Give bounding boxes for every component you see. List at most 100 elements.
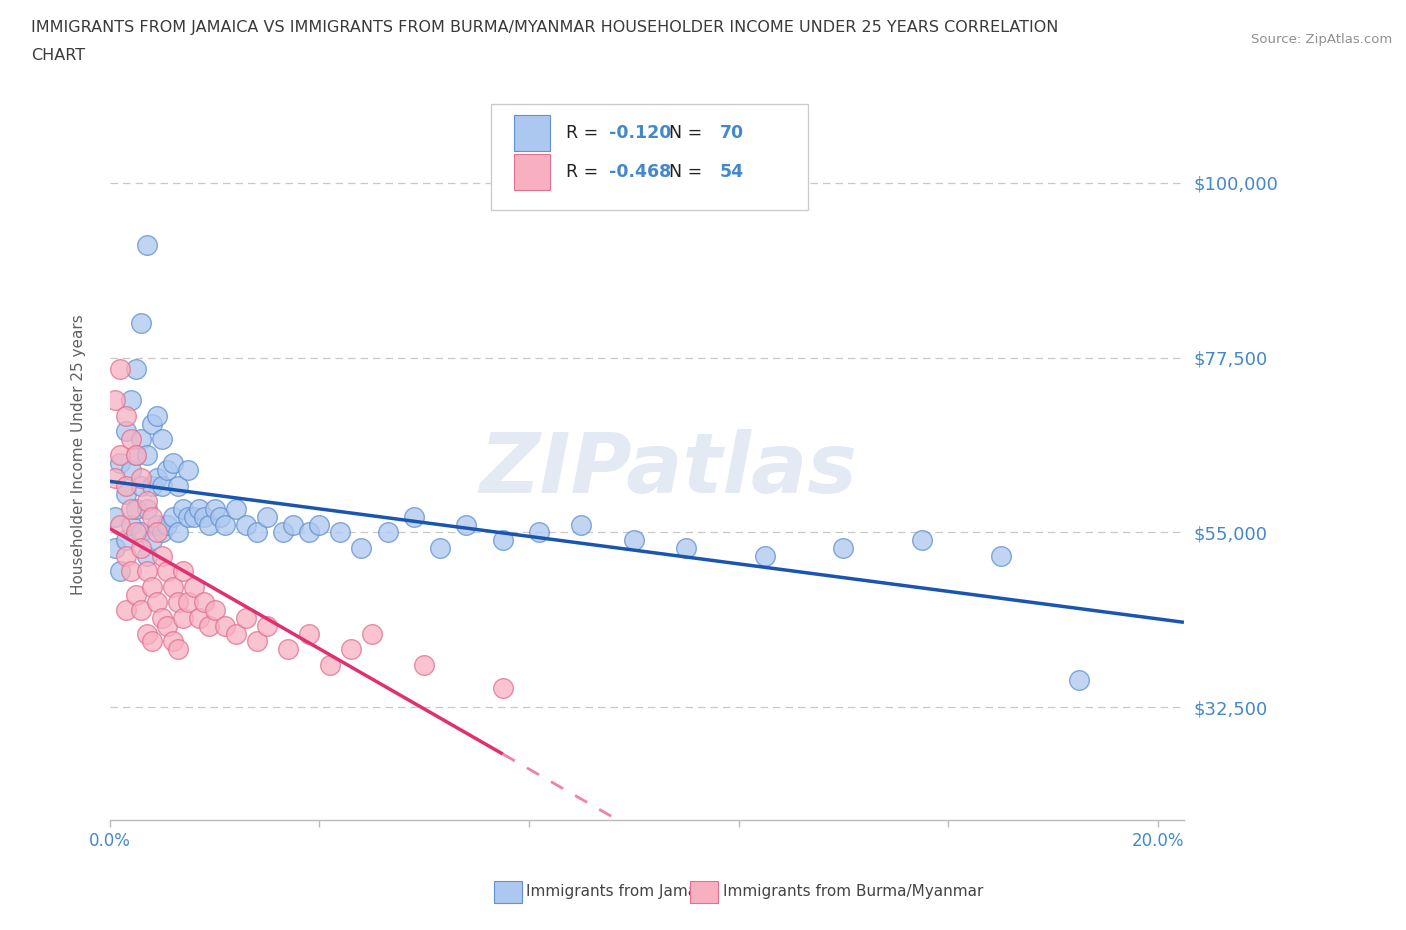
Point: [120, 564, 142, 578]
Point: [204, 501, 226, 516]
Point: [135, 564, 157, 578]
Point: [110, 362, 132, 377]
Point: [235, 517, 257, 532]
Point: [1069, 672, 1091, 687]
Point: [183, 579, 205, 594]
Point: [183, 510, 205, 525]
Point: [114, 603, 136, 618]
Point: [245, 634, 267, 649]
Point: [110, 517, 132, 532]
Point: [162, 634, 184, 649]
Point: [162, 455, 184, 470]
Text: N =: N =: [658, 125, 707, 142]
Point: [110, 447, 132, 462]
Point: [413, 658, 436, 672]
Point: [114, 408, 136, 423]
Point: [146, 525, 169, 540]
Point: [298, 626, 321, 641]
Text: 54: 54: [720, 163, 744, 181]
Point: [110, 564, 132, 578]
Point: [271, 525, 294, 540]
Point: [167, 595, 190, 610]
Point: [214, 618, 236, 633]
Point: [571, 517, 593, 532]
Point: [120, 392, 142, 407]
Text: CHART: CHART: [31, 48, 84, 63]
Point: [129, 471, 152, 485]
Point: [245, 525, 267, 540]
Point: [129, 315, 152, 330]
Point: [156, 564, 179, 578]
Point: [141, 533, 163, 548]
Point: [156, 463, 179, 478]
Point: [141, 579, 163, 594]
Point: [172, 564, 194, 578]
Point: [308, 517, 330, 532]
Text: Immigrants from Burma/Myanmar: Immigrants from Burma/Myanmar: [723, 884, 983, 899]
Point: [135, 494, 157, 509]
Point: [114, 533, 136, 548]
Point: [125, 501, 148, 516]
Point: [187, 501, 209, 516]
Point: [623, 533, 645, 548]
Point: [104, 392, 127, 407]
Point: [135, 447, 157, 462]
Point: [120, 517, 142, 532]
Text: R =: R =: [567, 163, 605, 181]
Point: [125, 447, 148, 462]
Point: [754, 549, 776, 564]
Point: [429, 540, 451, 555]
Point: [125, 447, 148, 462]
Point: [283, 517, 305, 532]
Text: IMMIGRANTS FROM JAMAICA VS IMMIGRANTS FROM BURMA/MYANMAR HOUSEHOLDER INCOME UNDE: IMMIGRANTS FROM JAMAICA VS IMMIGRANTS FR…: [31, 20, 1059, 35]
Text: -0.468: -0.468: [609, 163, 672, 181]
Point: [146, 408, 169, 423]
Point: [225, 626, 247, 641]
Point: [208, 510, 231, 525]
Point: [162, 579, 184, 594]
FancyBboxPatch shape: [513, 115, 550, 152]
Point: [360, 626, 382, 641]
Point: [150, 478, 173, 493]
Point: [193, 595, 215, 610]
Point: [141, 417, 163, 432]
Point: [911, 533, 934, 548]
Point: [104, 510, 127, 525]
Y-axis label: Householder Income Under 25 years: Householder Income Under 25 years: [72, 314, 86, 595]
Point: [529, 525, 551, 540]
Point: [172, 501, 194, 516]
Point: [114, 486, 136, 501]
Point: [402, 510, 425, 525]
Point: [104, 540, 127, 555]
Point: [150, 611, 173, 626]
Text: -0.120: -0.120: [609, 125, 672, 142]
Point: [256, 618, 278, 633]
Point: [350, 540, 373, 555]
Point: [675, 540, 697, 555]
Text: Source: ZipAtlas.com: Source: ZipAtlas.com: [1251, 33, 1392, 46]
Point: [129, 478, 152, 493]
Point: [256, 510, 278, 525]
Point: [114, 424, 136, 439]
Point: [204, 603, 226, 618]
Point: [235, 611, 257, 626]
Point: [156, 517, 179, 532]
Point: [177, 595, 200, 610]
Point: [120, 501, 142, 516]
Point: [141, 634, 163, 649]
Point: [125, 362, 148, 377]
Point: [146, 595, 169, 610]
Point: [167, 642, 190, 657]
Point: [146, 471, 169, 485]
Point: [193, 510, 215, 525]
Point: [214, 517, 236, 532]
Point: [135, 549, 157, 564]
Point: [110, 455, 132, 470]
Point: [492, 681, 515, 696]
Text: Immigrants from Jamaica: Immigrants from Jamaica: [526, 884, 718, 899]
Point: [135, 501, 157, 516]
Point: [135, 237, 157, 252]
Text: N =: N =: [658, 163, 707, 181]
Point: [129, 432, 152, 446]
Point: [162, 510, 184, 525]
